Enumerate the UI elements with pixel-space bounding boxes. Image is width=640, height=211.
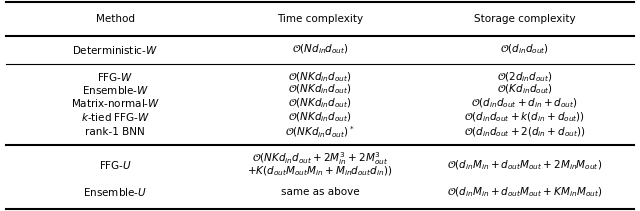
Text: $\mathcal{O}(d_{in}M_{in}+d_{out}M_{out}+2M_{in}M_{out})$: $\mathcal{O}(d_{in}M_{in}+d_{out}M_{out}… bbox=[447, 158, 602, 172]
Text: $\mathcal{O}(Nd_{in}d_{out})$: $\mathcal{O}(Nd_{in}d_{out})$ bbox=[292, 43, 348, 56]
Text: $\mathcal{O}(2d_{in}d_{out})$: $\mathcal{O}(2d_{in}d_{out})$ bbox=[497, 70, 553, 84]
Text: $\mathcal{O}(d_{in}d_{out}+2(d_{in}+d_{out}))$: $\mathcal{O}(d_{in}d_{out}+2(d_{in}+d_{o… bbox=[464, 125, 586, 139]
Text: Time complexity: Time complexity bbox=[277, 14, 363, 24]
Text: Ensemble-$U$: Ensemble-$U$ bbox=[83, 186, 147, 198]
Text: $\mathcal{O}(d_{in}d_{out})$: $\mathcal{O}(d_{in}d_{out})$ bbox=[500, 43, 549, 56]
Text: $\mathcal{O}(d_{in}M_{in}+d_{out}M_{out}+KM_{in}M_{out})$: $\mathcal{O}(d_{in}M_{in}+d_{out}M_{out}… bbox=[447, 185, 602, 199]
Text: Matrix-normal-$W$: Matrix-normal-$W$ bbox=[70, 97, 160, 109]
Text: Storage complexity: Storage complexity bbox=[474, 14, 575, 24]
Text: $\mathcal{O}(NKd_{in}d_{out})$: $\mathcal{O}(NKd_{in}d_{out})$ bbox=[288, 83, 352, 96]
Text: $+K(d_{out}M_{out}M_{in}+M_{in}d_{out}d_{in}))$: $+K(d_{out}M_{out}M_{in}+M_{in}d_{out}d_… bbox=[247, 164, 393, 178]
Text: $\mathcal{O}(d_{in}d_{out}+k(d_{in}+d_{out}))$: $\mathcal{O}(d_{in}d_{out}+k(d_{in}+d_{o… bbox=[465, 110, 585, 124]
Text: same as above: same as above bbox=[281, 187, 359, 197]
Text: $\mathcal{O}(NKd_{in}d_{out})$: $\mathcal{O}(NKd_{in}d_{out})$ bbox=[288, 70, 352, 84]
Text: $\mathcal{O}(NKd_{in}d_{out})$: $\mathcal{O}(NKd_{in}d_{out})$ bbox=[288, 97, 352, 110]
Text: FFG-$U$: FFG-$U$ bbox=[99, 159, 132, 171]
Text: rank-1 BNN: rank-1 BNN bbox=[85, 127, 145, 137]
Text: $\mathcal{O}(d_{in}d_{out}+d_{in}+d_{out})$: $\mathcal{O}(d_{in}d_{out}+d_{in}+d_{out… bbox=[472, 97, 578, 110]
Text: Deterministic-$W$: Deterministic-$W$ bbox=[72, 44, 158, 55]
Text: $\mathcal{O}(Kd_{in}d_{out})$: $\mathcal{O}(Kd_{in}d_{out})$ bbox=[497, 83, 553, 96]
Text: FFG-$W$: FFG-$W$ bbox=[97, 71, 133, 83]
Text: Ensemble-$W$: Ensemble-$W$ bbox=[82, 84, 148, 96]
Text: $\mathcal{O}(NKd_{in}d_{out})^*$: $\mathcal{O}(NKd_{in}d_{out})^*$ bbox=[285, 124, 355, 139]
Text: $\mathcal{O}(NKd_{in}d_{out})$: $\mathcal{O}(NKd_{in}d_{out})$ bbox=[288, 110, 352, 124]
Text: $\mathcal{O}(NKd_{in}d_{out}+2M_{in}^3+2M_{out}^3$: $\mathcal{O}(NKd_{in}d_{out}+2M_{in}^3+2… bbox=[252, 150, 388, 167]
Text: $k$-tied FFG-$W$: $k$-tied FFG-$W$ bbox=[81, 111, 150, 123]
Text: Method: Method bbox=[96, 14, 134, 24]
